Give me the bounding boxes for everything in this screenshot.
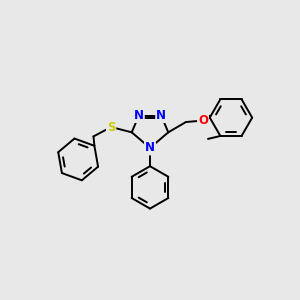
Text: S: S (107, 121, 116, 134)
Text: O: O (198, 114, 208, 127)
Text: N: N (156, 109, 166, 122)
Text: N: N (145, 141, 155, 154)
Text: N: N (134, 109, 144, 122)
